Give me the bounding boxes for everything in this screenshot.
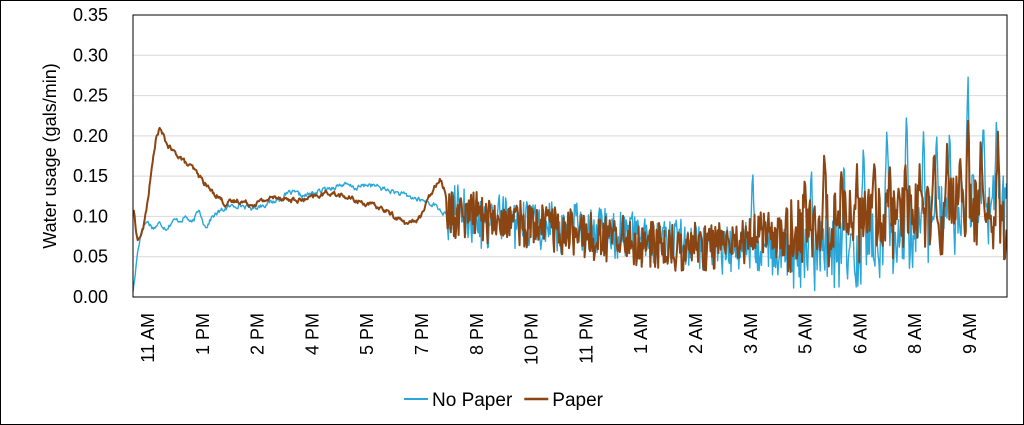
y-tick-label: 0.30 [73,45,108,65]
x-tick-label: 1 PM [193,313,213,355]
y-tick-label: 0.00 [73,287,108,307]
x-tick-label: 8 AM [905,313,925,354]
legend-label: Paper [552,390,603,411]
x-tick-label: 9 AM [960,313,980,354]
x-tick-label: 4 PM [302,313,322,355]
legend-label: No Paper [432,390,513,411]
x-tick-label: 5 AM [796,313,816,354]
y-tick-label: 0.15 [73,166,108,186]
x-tick-label: 7 PM [412,313,432,355]
x-tick-label: 10 PM [522,313,542,365]
series-layer [132,76,1008,292]
x-tick-labels: 11 AM 1 PM 2 PM 4 PM 5 PM 7 PM 8 PM 10 PM 11 PM 1… [138,313,980,365]
plot-area-border [132,14,1008,298]
x-tick-label: 2 PM [248,313,268,355]
y-tick-label: 0.05 [73,247,108,267]
x-tick-label: 3 AM [741,313,761,354]
y-tick-labels: 0.00 0.05 0.10 0.15 0.20 0.25 0.30 0.35 [73,5,108,307]
x-tick-label: 6 AM [850,313,870,354]
x-tick-label: 1 AM [631,313,651,354]
y-tick-label: 0.10 [73,206,108,226]
y-tick-label: 0.25 [73,86,108,106]
x-tick-label: 11 AM [138,313,158,363]
y-tick-label: 0.20 [73,126,108,146]
x-tick-label: 5 PM [357,313,377,355]
x-tick-label: 11 PM [576,313,596,364]
y-axis-title: Water usage (gals/min) [40,63,60,248]
series-line-paper [132,119,1008,273]
y-tick-label: 0.35 [73,5,108,25]
x-tick-label: 8 PM [467,313,487,355]
legend: No Paper Paper [404,390,604,411]
x-tick-label: 2 AM [686,313,706,354]
